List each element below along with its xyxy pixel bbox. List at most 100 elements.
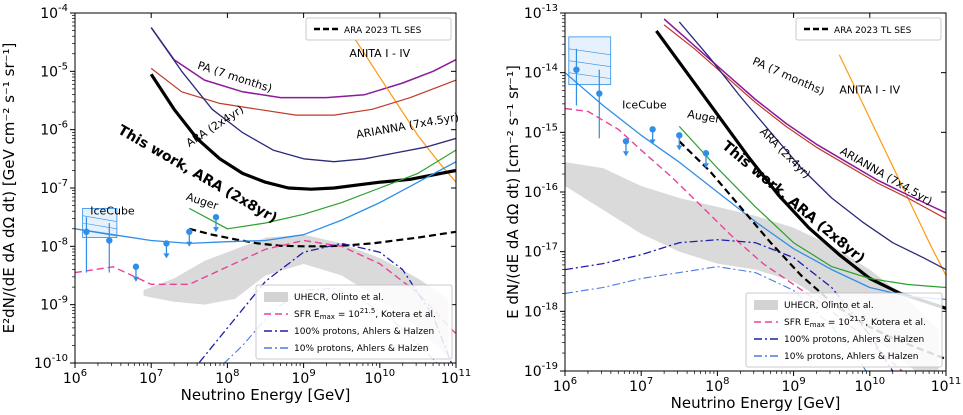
y-tick-label-exp: -15: [542, 122, 558, 133]
x-tick-label-exp: 10: [382, 368, 395, 379]
legend-top-box: [795, 17, 942, 41]
upper-limit-arrowhead: [132, 276, 139, 282]
y-tick-label-base: 10: [40, 6, 58, 22]
upper-limit-arrowhead: [676, 145, 683, 151]
x-tick-label-exp: 11: [949, 376, 962, 387]
y-tick-label-exp: -19: [542, 361, 558, 372]
y-tick-label-exp: -8: [58, 236, 68, 247]
y-tick-label: 10-19: [524, 361, 558, 380]
legend-label-part: , Kotera et al.: [865, 318, 926, 328]
icecube-data-point: [212, 213, 220, 221]
x-tick-label-exp: 7: [157, 368, 163, 379]
icecube-data-point: [163, 240, 170, 247]
series-line-5: [678, 125, 946, 289]
y-axis-label: E²dN/(dE dA dΩ dt) [GeV cm⁻² s⁻¹ sr⁻¹]: [0, 43, 18, 334]
x-tick-label-base: 10: [291, 371, 309, 387]
y-tick-label-base: 10: [524, 125, 542, 141]
y-tick-label: 10-15: [524, 122, 558, 141]
x-tick-label: 1011: [931, 376, 962, 395]
x-tick-label: 106: [63, 368, 87, 387]
legend-label: SFR Emax = 1021.5, Kotera et al.: [294, 307, 436, 321]
legend-label-part: = 10: [825, 318, 850, 328]
y-tick-label: 10-6: [40, 120, 68, 139]
legend-top-label: ARA 2023 TL SES: [834, 26, 912, 36]
y-tick-label-base: 10: [524, 364, 542, 380]
y-tick-label: 10-18: [524, 301, 558, 320]
icecube-data-point: [622, 138, 630, 145]
y-tick-label-base: 10: [40, 181, 58, 197]
y-tick-label-base: 10: [524, 185, 542, 201]
uhecr-band: [143, 234, 449, 358]
series-label-2: ARIANNA (7x4.5yr): [355, 111, 460, 142]
series-line-3: [150, 27, 456, 163]
x-tick-label-exp: 9: [799, 376, 805, 387]
y-tick-label-exp: -9: [58, 295, 68, 306]
plot-area: [75, 27, 456, 363]
x-tick-label-exp: 8: [723, 376, 729, 387]
y-tick-label-base: 10: [40, 298, 58, 314]
y-tick-label-exp: -13: [542, 3, 558, 14]
y-tick-label-base: 10: [40, 64, 58, 80]
upper-limit-arrowhead: [702, 163, 709, 169]
series-line-4: [655, 29, 946, 310]
y-tick-label-exp: -5: [58, 61, 68, 72]
icecube-box-line: [82, 222, 117, 230]
legend-label: 10% protons, Ahlers & Halzen: [294, 344, 429, 354]
plot-area: [565, 18, 946, 371]
icecube-uncertainty-box: [568, 36, 612, 85]
series-line-1: [663, 18, 946, 214]
x-tick-label: 109: [291, 368, 315, 387]
x-tick-label: 107: [629, 376, 653, 395]
x-tick-label-base: 10: [855, 379, 873, 395]
y-tick-label-base: 10: [524, 245, 542, 261]
legend-label: UHECR, Olinto et al.: [784, 301, 874, 311]
legend-bottom-box: [745, 292, 943, 368]
x-tick-label-base: 10: [629, 379, 647, 395]
icecube-data-point: [106, 237, 113, 244]
series-label-7: IceCube: [90, 204, 135, 217]
x-axis-label: Neutrino Energy [GeV]: [181, 386, 351, 404]
y-tick-label-exp: -7: [58, 178, 68, 189]
legend-top-label: ARA 2023 TL SES: [344, 26, 422, 36]
x-tick-label-base: 10: [139, 371, 157, 387]
icecube-data-point: [573, 66, 580, 73]
x-tick-label-base: 10: [553, 379, 571, 395]
y-tick-label: 10-4: [40, 3, 68, 22]
x-tick-label-base: 10: [705, 379, 723, 395]
series-line-3: [678, 21, 946, 271]
legend-swatch-band: [754, 300, 778, 310]
uhecr-band: [565, 162, 939, 371]
series-label-1: ANITA I - IV: [349, 47, 410, 60]
series-line-4: [149, 73, 456, 191]
series-label-1: PA (7 months): [750, 55, 826, 98]
y-tick-label-exp: -14: [542, 63, 558, 74]
series-line-7: [75, 161, 456, 245]
x-tick-label-exp: 9: [309, 368, 315, 379]
series-label-6: IceCube: [622, 98, 667, 111]
legend-label-part: = 10: [335, 310, 360, 320]
legend-label: SFR Emax = 1021.5, Kotera et al.: [784, 315, 926, 329]
upper-limit-arrowhead: [163, 253, 170, 259]
series-label-5: Auger: [686, 108, 721, 127]
y-tick-label: 10-7: [40, 178, 68, 197]
legend-label: 100% protons, Ahlers & Halzen: [784, 335, 924, 345]
y-tick-label: 10-9: [40, 295, 68, 314]
y-tick-label-base: 10: [40, 239, 58, 255]
icecube-box-line: [82, 215, 117, 222]
icecube-data-point: [702, 150, 710, 157]
x-tick-label-base: 10: [781, 379, 799, 395]
x-tick-label: 1011: [441, 368, 472, 387]
upper-limit-arrowhead: [186, 241, 193, 247]
series-label-3: ARA (2x4yr): [184, 103, 246, 150]
upper-limit-arrowhead: [622, 151, 629, 157]
x-tick-label-exp: 11: [459, 368, 472, 379]
upper-limit-arrowhead: [212, 227, 219, 233]
x-tick-label: 108: [705, 376, 729, 395]
series-line-2: [150, 67, 456, 116]
y-tick-label-base: 10: [40, 123, 58, 139]
x-tick-label: 107: [139, 368, 163, 387]
x-tick-label: 1010: [365, 368, 396, 387]
legend-label-sub: max: [320, 313, 335, 321]
x-tick-label-base: 10: [63, 371, 81, 387]
